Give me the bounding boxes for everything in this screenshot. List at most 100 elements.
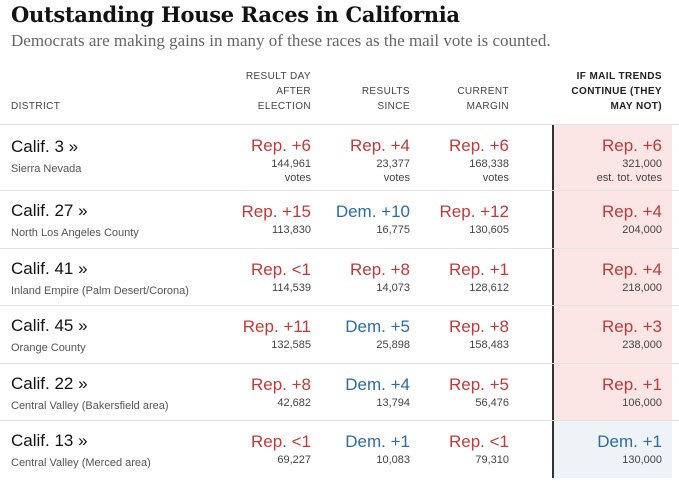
- district-area: Sierra Nevada: [11, 163, 82, 175]
- margin-value: Rep. +11: [242, 317, 311, 336]
- margin-value: Rep. +3: [601, 317, 662, 336]
- vote-count: 168,338: [469, 158, 509, 170]
- table-row: Calif. 41 » Inland Empire (Palm Desert/Co…: [0, 247, 679, 305]
- margin-value: Dem. +1: [597, 432, 662, 451]
- vote-count: 113,830: [272, 224, 311, 236]
- margin-value: Rep. +1: [448, 259, 509, 279]
- projection-highlight: [552, 125, 672, 190]
- table-header: DISTRICT RESULT DAY AFTER ELECTION RESUL…: [0, 66, 679, 124]
- column-header-current-margin: CURRENT MARGIN: [457, 86, 509, 112]
- cell-current: Rep. <1 79,310: [389, 431, 509, 467]
- margin-value: Rep. +8: [448, 317, 509, 336]
- table-row: Calif. 3 » Sierra Nevada Rep. +6 144,961 vot…: [0, 124, 679, 190]
- column-header-results-since: RESULTS SINCE: [361, 86, 410, 112]
- vote-count: 218,000: [622, 281, 662, 294]
- district-link[interactable]: Calif. 27 »: [11, 201, 88, 220]
- vote-count: 16,775: [376, 224, 410, 236]
- margin-value: Rep. +8: [250, 374, 311, 394]
- table-row: Calif. 27 » North Los Angeles County Rep. …: [0, 190, 679, 248]
- district-link[interactable]: Calif. 22 »: [11, 373, 88, 393]
- district-area: Central Valley (Bakersfield area): [11, 399, 169, 412]
- cell-since: Rep. +4 23,377 votes: [290, 135, 410, 185]
- cell-projected: Rep. +3 238,000: [542, 316, 662, 352]
- margin-value: Rep. +4: [601, 259, 662, 279]
- vote-count: 14,073: [376, 281, 410, 294]
- margin-value: Rep. +5: [448, 374, 509, 394]
- vote-count: 42,682: [277, 396, 311, 409]
- vote-count: 56,476: [475, 396, 509, 409]
- vote-count: 114,539: [272, 281, 311, 294]
- projection-highlight: [552, 248, 672, 305]
- cell-since: Dem. +1 10,083: [290, 431, 410, 467]
- vote-count: 238,000: [622, 339, 662, 351]
- table-row: Calif. 45 » Orange County Rep. +11 132,585 D…: [0, 305, 679, 363]
- cell-projected: Rep. +1 106,000: [542, 374, 662, 410]
- cell-projected: Rep. +6 321,000 est. tot. votes: [542, 135, 662, 185]
- district-link[interactable]: Calif. 45 »: [11, 316, 88, 335]
- margin-value: Rep. <1: [250, 259, 311, 279]
- vote-count: 23,377: [376, 158, 410, 170]
- vote-count: 128,612: [469, 281, 509, 294]
- margin-value: Rep. +12: [439, 202, 509, 221]
- cell-day-after: Rep. +11 132,585: [191, 316, 311, 352]
- cell-projected: Rep. +4 204,000: [542, 201, 662, 237]
- column-header-if-mail-trends: IF MAIL TRENDS CONTINUE (THEY MAY NOT): [571, 71, 662, 112]
- margin-value: Dem. +5: [345, 317, 410, 336]
- vote-count-label: votes: [284, 172, 311, 184]
- column-header-district: DISTRICT: [11, 101, 61, 112]
- district-link[interactable]: Calif. 41 »: [11, 258, 88, 278]
- district-link[interactable]: Calif. 13 »: [11, 431, 88, 450]
- cell-current: Rep. +1 128,612: [389, 259, 509, 295]
- cell-projected: Dem. +1 130,000: [542, 431, 662, 467]
- vote-count: 10,083: [376, 454, 410, 466]
- cell-day-after: Rep. <1 114,539: [191, 259, 311, 295]
- vote-count: 158,483: [469, 339, 509, 351]
- margin-value: Rep. +1: [601, 374, 662, 394]
- vote-count: 204,000: [622, 224, 662, 236]
- district-area: North Los Angeles County: [11, 227, 139, 239]
- margin-value: Rep. +6: [448, 136, 509, 155]
- cell-since: Dem. +10 16,775: [290, 201, 410, 237]
- margin-value: Dem. +1: [345, 432, 410, 451]
- projection-highlight: [552, 363, 672, 420]
- vote-count: 13,794: [376, 396, 410, 409]
- district-area: Inland Empire (Palm Desert/Corona): [11, 284, 189, 297]
- cell-current: Rep. +8 158,483: [389, 316, 509, 352]
- margin-value: Rep. +4: [349, 136, 410, 155]
- projection-highlight: [552, 421, 672, 478]
- margin-value: Dem. +10: [335, 202, 410, 221]
- column-header-result-day-after: RESULT DAY AFTER ELECTION: [245, 71, 311, 112]
- margin-value: Dem. +4: [345, 374, 410, 394]
- table-row: Calif. 22 » Central Valley (Bakersfield a…: [0, 362, 679, 420]
- cell-since: Dem. +5 25,898: [290, 316, 410, 352]
- cell-current: Rep. +6 168,338 votes: [389, 135, 509, 185]
- margin-value: Rep. +8: [349, 259, 410, 279]
- vote-count-label: est. tot. votes: [596, 172, 662, 184]
- cell-day-after: Rep. <1 69,227: [191, 431, 311, 467]
- district-link[interactable]: Calif. 3 »: [11, 137, 79, 156]
- vote-count: 79,310: [475, 454, 509, 466]
- table-body: Calif. 3 » Sierra Nevada Rep. +6 144,961 vot…: [0, 124, 679, 478]
- district-area: Central Valley (Merced area): [11, 457, 151, 469]
- cell-since: Dem. +4 13,794: [290, 374, 410, 410]
- vote-count: 69,227: [277, 454, 311, 466]
- vote-count: 144,961: [271, 158, 311, 170]
- vote-count: 321,000: [622, 158, 662, 170]
- vote-count: 130,605: [469, 224, 509, 236]
- cell-day-after: Rep. +15 113,830: [191, 201, 311, 237]
- margin-value: Rep. +4: [601, 202, 662, 221]
- cell-current: Rep. +5 56,476: [389, 374, 509, 410]
- cell-day-after: Rep. +6 144,961 votes: [191, 135, 311, 185]
- vote-count: 132,585: [271, 339, 311, 351]
- projection-highlight: [552, 306, 672, 363]
- page-title: Outstanding House Races in California: [11, 2, 460, 27]
- margin-value: Rep. +6: [250, 136, 311, 155]
- vote-count-label: votes: [383, 172, 410, 184]
- vote-count: 25,898: [376, 339, 410, 351]
- projection-highlight: [552, 191, 672, 248]
- vote-count: 106,000: [622, 396, 662, 409]
- cell-current: Rep. +12 130,605: [389, 201, 509, 237]
- margin-value: Rep. <1: [250, 432, 311, 451]
- vote-count: 130,000: [622, 454, 662, 466]
